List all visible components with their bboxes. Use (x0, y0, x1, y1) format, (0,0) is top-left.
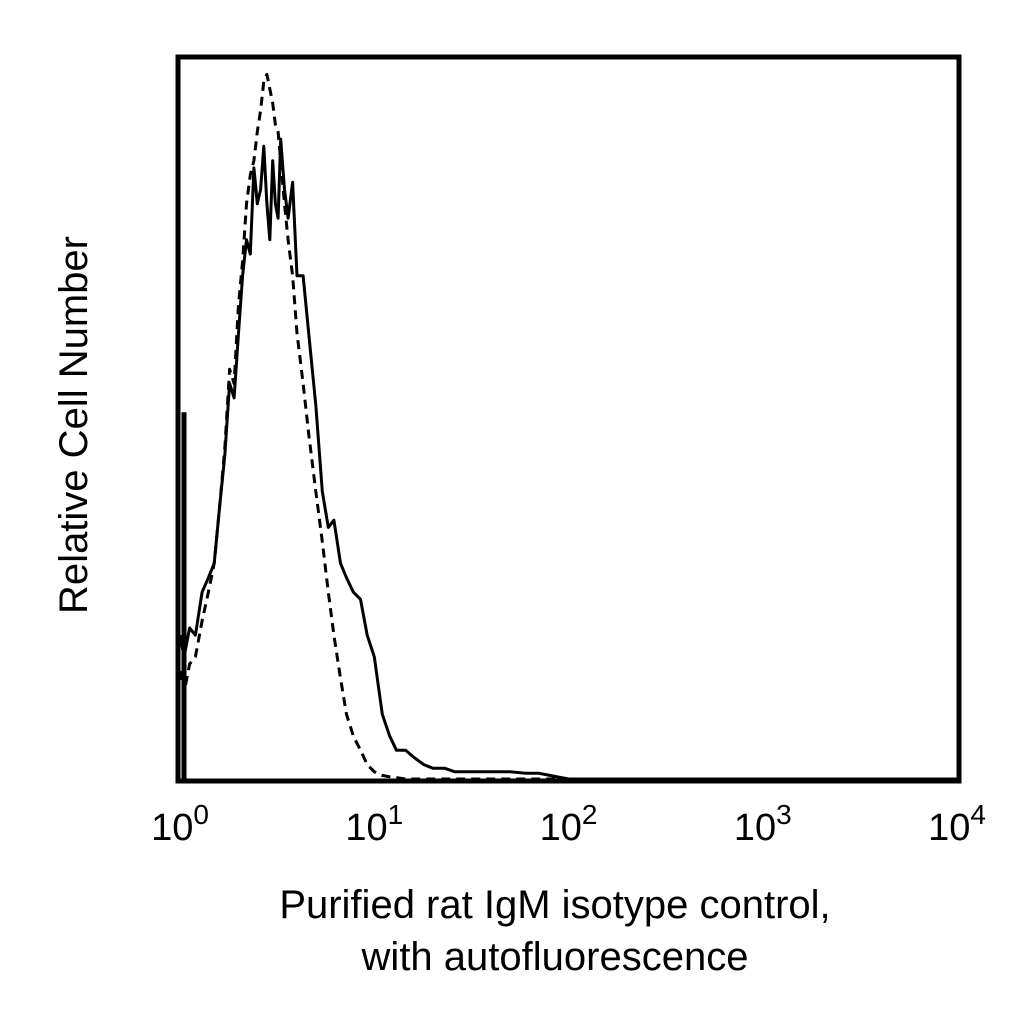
x-tick-label: 102 (540, 799, 598, 849)
series-line-dashed (178, 72, 957, 781)
y-axis-label: Relative Cell Number (52, 236, 96, 614)
series-layer (178, 72, 957, 781)
x-axis-label-line-1: Purified rat IgM isotype control, (279, 883, 830, 927)
series-line-solid (178, 137, 957, 781)
plot-frame (175, 54, 962, 784)
x-tick-label: 104 (928, 799, 986, 849)
x-tick-label: 101 (345, 799, 403, 849)
x-tick-labels: 100 101 102 103 104 (151, 799, 986, 849)
x-axis-label-line-2: with autofluorescence (361, 935, 749, 979)
x-tick-label: 100 (151, 799, 209, 849)
x-tick-label: 103 (734, 799, 792, 849)
